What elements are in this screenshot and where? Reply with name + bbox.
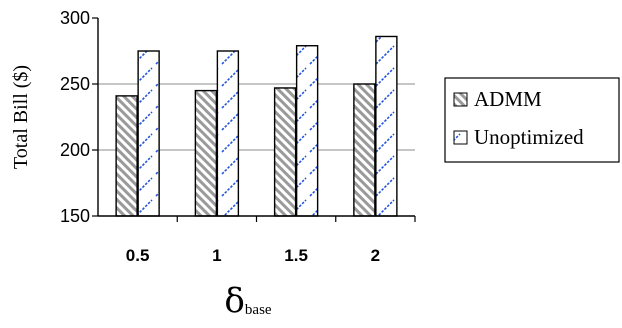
y-tick-label: 300: [60, 8, 90, 28]
bar-unoptimized-1.5: [295, 45, 319, 217]
legend-swatch-unoptimized: [453, 130, 468, 145]
y-tick-label: 200: [60, 140, 90, 160]
legend-box: [444, 77, 620, 163]
bar-admm-1: [194, 89, 218, 217]
x-tick-labels: 0.5 1 1.5 2: [126, 246, 380, 265]
legend: ADMM Unoptimized: [444, 77, 620, 163]
y-tick-label: 150: [60, 206, 90, 226]
x-tick-label: 1: [212, 246, 221, 265]
x-axis-label-subscript: base: [245, 302, 272, 318]
x-tick-label: 2: [371, 246, 380, 265]
x-tick-label: 1.5: [284, 246, 308, 265]
bar-unoptimized-0.5: [137, 50, 160, 217]
y-tick-label: 250: [60, 74, 90, 94]
x-axis-label-symbol: δ: [224, 281, 244, 321]
y-axis-label: Total Bill ($): [10, 65, 32, 169]
legend-label-admm: ADMM: [474, 87, 542, 111]
bars: [115, 35, 398, 217]
bar-admm-1.5: [273, 87, 297, 217]
legend-swatch-admm: [453, 92, 468, 107]
bar-admm-0.5: [115, 95, 138, 217]
axes: [92, 17, 416, 222]
x-tick-label: 0.5: [126, 246, 150, 265]
bar-unoptimized-1: [216, 50, 240, 217]
bar-admm-2: [353, 83, 376, 217]
legend-label-unoptimized: Unoptimized: [474, 125, 584, 149]
x-axis-label: δbase: [224, 281, 271, 321]
bar-unoptimized-2: [375, 35, 398, 217]
y-tick-labels: 150 200 250 300: [60, 8, 90, 226]
